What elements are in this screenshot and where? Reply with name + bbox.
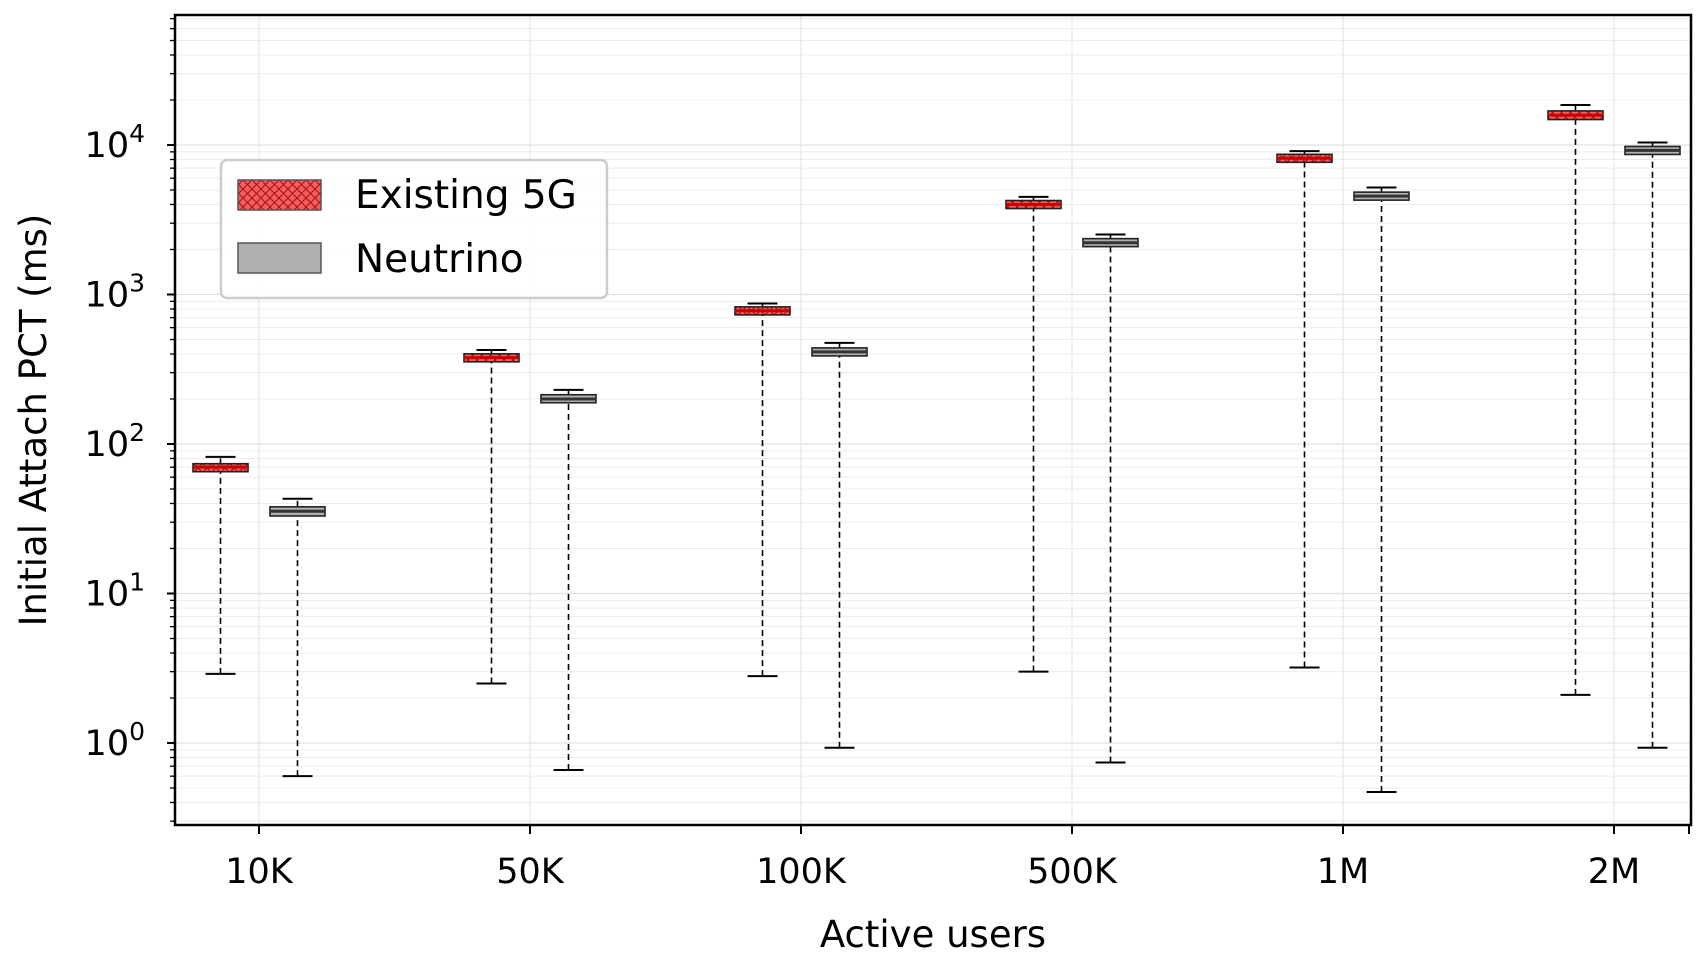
plot-background bbox=[175, 15, 1691, 825]
box-neutrino bbox=[1082, 233, 1139, 764]
box-series bbox=[192, 104, 1681, 794]
y-tick-label: 100 bbox=[85, 717, 145, 764]
box-neutrino bbox=[269, 497, 326, 778]
y-tick-label: 104 bbox=[85, 119, 145, 166]
x-tick-label: 500K bbox=[1027, 852, 1118, 892]
legend-swatch-neutrino bbox=[237, 242, 322, 274]
x-tick-label: 10K bbox=[225, 852, 294, 892]
y-tick-label: 103 bbox=[85, 269, 145, 316]
box-existing-5g bbox=[463, 349, 520, 685]
box-neutrino bbox=[1353, 186, 1410, 794]
grid bbox=[175, 15, 1691, 825]
box-existing-5g bbox=[1276, 150, 1333, 669]
axes: 10K 50K 100K 500K 1M 2M 100 101 102 103 104 bbox=[85, 18, 1690, 892]
box-existing-5g bbox=[734, 302, 791, 678]
box-existing-5g bbox=[192, 455, 249, 675]
x-axis-label: Active users bbox=[820, 913, 1046, 956]
y-axis-label: Initial Attach PCT (ms) bbox=[12, 214, 55, 627]
legend: Existing 5G Neutrino bbox=[219, 158, 609, 300]
y-tick-label: 102 bbox=[85, 418, 145, 465]
plot-frame bbox=[173, 13, 1693, 827]
legend-label-existing-5g: Existing 5G bbox=[355, 173, 577, 218]
legend-label-neutrino: Neutrino bbox=[355, 237, 524, 282]
legend-swatch-existing-5g bbox=[237, 179, 322, 211]
y-tick-label: 101 bbox=[85, 568, 145, 615]
x-tick-label: 100K bbox=[756, 852, 847, 892]
x-tick-label: 50K bbox=[496, 852, 565, 892]
box-existing-5g bbox=[1547, 104, 1604, 696]
box-neutrino bbox=[540, 388, 597, 771]
box-existing-5g bbox=[1005, 195, 1062, 673]
box-neutrino bbox=[811, 341, 868, 749]
x-tick-label: 2M bbox=[1588, 852, 1640, 892]
box-neutrino bbox=[1624, 141, 1681, 749]
x-tick-label: 1M bbox=[1317, 852, 1369, 892]
